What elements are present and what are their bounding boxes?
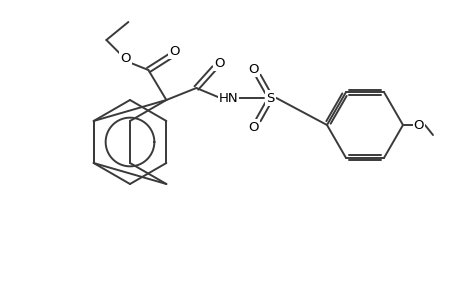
Text: O: O xyxy=(169,44,179,58)
Text: O: O xyxy=(247,121,258,134)
Text: O: O xyxy=(413,118,423,131)
Text: O: O xyxy=(120,52,130,64)
Text: O: O xyxy=(213,56,224,70)
Text: S: S xyxy=(266,92,274,104)
Text: HN: HN xyxy=(218,92,238,104)
Text: O: O xyxy=(247,62,258,76)
